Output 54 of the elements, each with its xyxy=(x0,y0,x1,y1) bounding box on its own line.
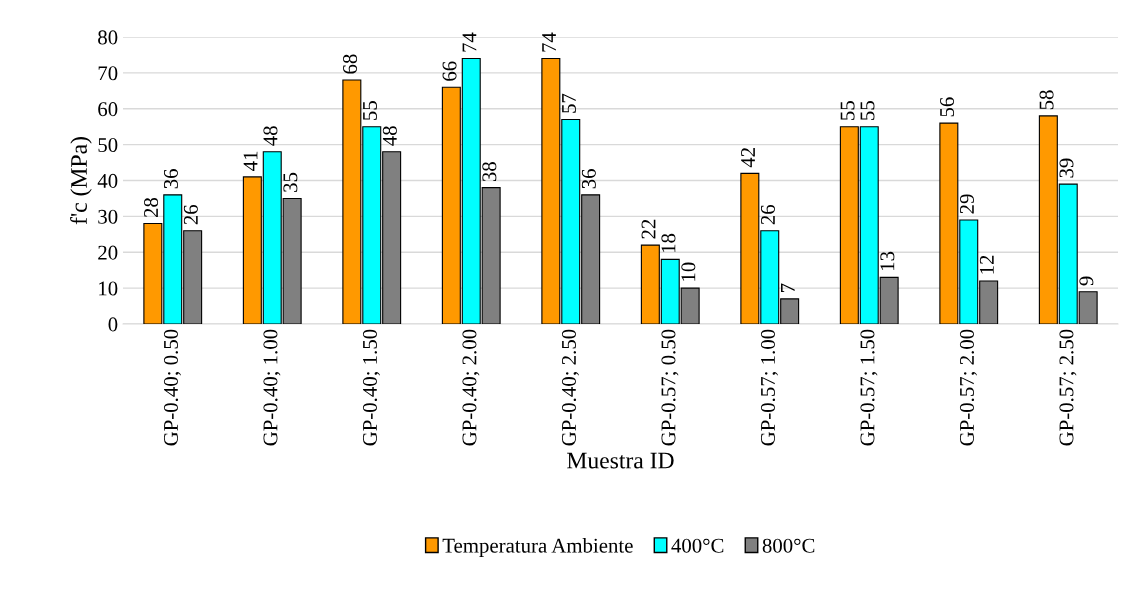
data-label: 26 xyxy=(183,204,198,225)
data-label: 12 xyxy=(979,255,994,274)
data-label: 74 xyxy=(542,32,556,52)
data-label: 35 xyxy=(283,172,298,192)
x-tick-label: GP-0.57; 1.00 xyxy=(760,329,778,446)
data-label: 38 xyxy=(482,162,497,182)
data-label: 74 xyxy=(462,32,477,52)
data-label: 39 xyxy=(1059,158,1074,178)
y-tick-label: 70 xyxy=(98,66,118,81)
data-label: 36 xyxy=(163,169,178,189)
legend-label: Temperatura Ambiente xyxy=(442,538,633,557)
y-tick-label: 10 xyxy=(99,281,118,296)
data-label: 41 xyxy=(243,151,258,171)
x-tick-label: GP-0.40; 1.50 xyxy=(362,329,380,446)
x-tick-label: GP-0.57; 0.50 xyxy=(661,329,679,446)
data-label: 29 xyxy=(959,194,974,214)
data-label: 42 xyxy=(741,148,755,168)
data-label: 22 xyxy=(641,219,656,239)
data-label: 26 xyxy=(760,204,775,225)
data-label: 56 xyxy=(940,97,955,117)
y-tick-label: 50 xyxy=(98,138,118,153)
data-label: 36 xyxy=(581,169,596,189)
y-tick-label: 40 xyxy=(97,173,118,188)
data-label: 57 xyxy=(562,93,576,113)
data-label: 10 xyxy=(681,262,696,281)
x-tick-label: GP-0.57; 1.50 xyxy=(860,329,878,446)
x-tick-label: GP-0.40; 0.50 xyxy=(163,329,181,446)
data-label: 9 xyxy=(1079,276,1094,286)
data-label: 58 xyxy=(1039,90,1054,110)
data-label: 48 xyxy=(263,126,278,146)
data-label: 55 xyxy=(840,101,855,120)
data-label: 48 xyxy=(382,126,397,146)
data-label: 7 xyxy=(781,283,795,292)
y-tick-label: 0 xyxy=(108,317,118,332)
data-label: 55 xyxy=(860,101,875,120)
data-label: 66 xyxy=(442,61,457,81)
data-label: 55 xyxy=(363,101,377,120)
y-tick-label: 60 xyxy=(98,102,118,117)
data-label: 28 xyxy=(144,197,159,218)
x-tick-label: GP-0.40; 2.50 xyxy=(561,329,579,446)
legend-label: 800°C xyxy=(762,538,815,553)
x-tick-label: GP-0.40; 1.00 xyxy=(263,329,281,446)
x-tick-label: GP-0.57; 2.50 xyxy=(1059,329,1077,446)
y-tick-label: 20 xyxy=(98,245,118,260)
y-axis-title: f'c (MPa) xyxy=(70,137,92,225)
y-tick-label: 80 xyxy=(98,30,118,45)
y-tick-label: 30 xyxy=(98,209,118,224)
data-label: 68 xyxy=(343,54,358,74)
data-label: 13 xyxy=(880,251,895,270)
data-label: 18 xyxy=(661,233,676,253)
x-tick-label: GP-0.57; 2.00 xyxy=(959,329,977,446)
x-axis-title: Muestra ID xyxy=(567,452,674,469)
x-tick-label: GP-0.40; 2.00 xyxy=(462,329,480,446)
legend-label: 400°C xyxy=(671,538,724,553)
